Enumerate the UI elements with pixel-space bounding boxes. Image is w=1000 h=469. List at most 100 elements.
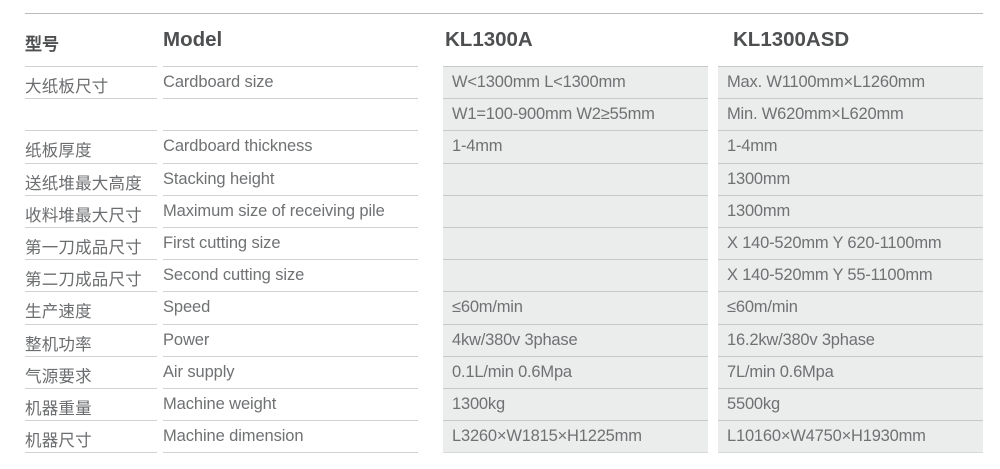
value-kl1300asd: 16.2kw/380v 3phase: [727, 330, 875, 349]
value-cell-separator: [718, 420, 983, 422]
value-kl1300a: 0.1L/min 0.6Mpa: [452, 362, 572, 381]
value-kl1300asd: ≤60m/min: [727, 298, 798, 317]
label-cell-rule: [163, 227, 418, 228]
value-cell-band: [718, 356, 983, 388]
value-cell-band: [443, 228, 708, 260]
label-cell-rule-bottom: [25, 452, 157, 454]
row-label-en: Air supply: [163, 362, 235, 381]
value-cell-separator: [443, 194, 708, 196]
value-kl1300asd: 1-4mm: [727, 137, 778, 156]
row-label-en: Stacking height: [163, 169, 275, 188]
label-cell-rule-bottom: [163, 452, 418, 454]
label-cell-rule: [163, 355, 418, 357]
row-label-cn: 大纸板尺寸: [25, 78, 109, 96]
row-label-cn: 机器尺寸: [25, 432, 92, 451]
row-label-cn: 收料堆最大尺寸: [25, 206, 142, 225]
value-cell-separator: [443, 291, 708, 293]
value-cell-band: [443, 421, 708, 453]
value-cell-separator: [718, 98, 983, 100]
label-cell-rule: [163, 259, 418, 261]
value-kl1300asd: 1300mm: [727, 201, 790, 220]
value-kl1300asd: Max. W1100mm×L1260mm: [727, 73, 925, 91]
value-cell-separator: [718, 355, 983, 357]
row-label-en: Machine dimension: [163, 427, 304, 446]
value-cell-band: [443, 389, 708, 421]
value-cell-separator: [443, 420, 708, 422]
value-cell-band: [718, 67, 983, 99]
value-cell-band: [443, 324, 708, 356]
label-cell-rule: [163, 98, 418, 100]
label-cell-rule: [163, 388, 418, 389]
value-cell-separator: [718, 259, 983, 261]
label-cell-rule: [25, 259, 157, 261]
value-kl1300a: L3260×W1815×H1225mm: [452, 427, 642, 446]
label-cell-rule: [25, 194, 157, 196]
value-cell-separator: [443, 130, 708, 132]
row-label-cn: 第二刀成品尺寸: [25, 271, 142, 290]
value-cell-band: [718, 389, 983, 421]
label-cell-rule: [163, 323, 418, 325]
value-cell-separator: [718, 291, 983, 293]
value-cell-separator: [443, 162, 708, 164]
value-cell-separator: [443, 388, 708, 389]
row-label-en: Second cutting size: [163, 266, 305, 285]
value-cell-band: [443, 260, 708, 292]
label-cell-rule: [25, 98, 157, 100]
value-cell-band: [443, 131, 708, 163]
row-label-en: First cutting size: [163, 234, 281, 252]
label-cell-rule: [25, 388, 157, 389]
value-cell-band: [718, 163, 983, 195]
label-cell-rule: [163, 420, 418, 422]
value-kl1300asd: 5500kg: [727, 395, 780, 413]
row-label-cn: 纸板厚度: [25, 142, 92, 161]
value-cell-band: [718, 260, 983, 292]
value-cell-band: [718, 131, 983, 163]
row-label-en: Speed: [163, 298, 211, 317]
value-kl1300asd: Min. W620mm×L620mm: [727, 105, 904, 124]
value-kl1300asd: X 140-520mm Y 55-1100mm: [727, 266, 933, 285]
value-cell-band: [443, 195, 708, 227]
value-kl1300asd: 1300mm: [727, 169, 790, 188]
value-cell-separator: [718, 388, 983, 389]
value-cell-band: [718, 228, 983, 260]
value-cell-separator: [718, 323, 983, 325]
value-cell-separator: [443, 355, 708, 357]
label-cell-rule: [25, 162, 157, 164]
row-label-cn: 生产速度: [25, 303, 92, 322]
table-top-rule: [25, 13, 983, 14]
row-label-cn: 气源要求: [25, 367, 92, 386]
header-label-en: Model: [163, 28, 223, 51]
value-cell-separator: [443, 98, 708, 100]
label-cell-rule: [163, 162, 418, 164]
row-label-cn: 整机功率: [25, 335, 92, 354]
value-kl1300asd: 7L/min 0.6Mpa: [727, 362, 834, 381]
value-kl1300a: 4kw/380v 3phase: [452, 330, 578, 349]
value-cell-band: [718, 195, 983, 227]
label-cell-rule: [25, 291, 157, 293]
value-kl1300a: ≤60m/min: [452, 298, 523, 317]
label-cell-rule: [163, 194, 418, 196]
value-kl1300a: W<1300mm L<1300mm: [452, 73, 626, 91]
value-cell-separator-bottom: [718, 452, 983, 454]
value-cell-separator-bottom: [443, 452, 708, 454]
row-label-en: Cardboard size: [163, 73, 274, 91]
value-cell-band: [443, 67, 708, 99]
label-cell-rule: [25, 66, 157, 67]
value-cell-band: [718, 421, 983, 453]
value-cell-band: [718, 292, 983, 324]
value-cell-band: [443, 163, 708, 195]
row-label-cn: 机器重量: [25, 400, 92, 418]
header-model-kl1300asd: KL1300ASD: [733, 28, 850, 51]
label-cell-rule: [25, 355, 157, 357]
value-cell-separator: [718, 194, 983, 196]
value-kl1300a: 1-4mm: [452, 137, 503, 156]
label-cell-rule: [25, 323, 157, 325]
row-label-en: Power: [163, 330, 210, 349]
value-kl1300asd: L10160×W4750×H1930mm: [727, 427, 926, 446]
header-model-kl1300a: KL1300A: [445, 28, 533, 51]
value-cell-band: [718, 324, 983, 356]
value-cell-separator: [443, 227, 708, 228]
value-cell-separator: [443, 323, 708, 325]
value-cell-band: [718, 99, 983, 131]
